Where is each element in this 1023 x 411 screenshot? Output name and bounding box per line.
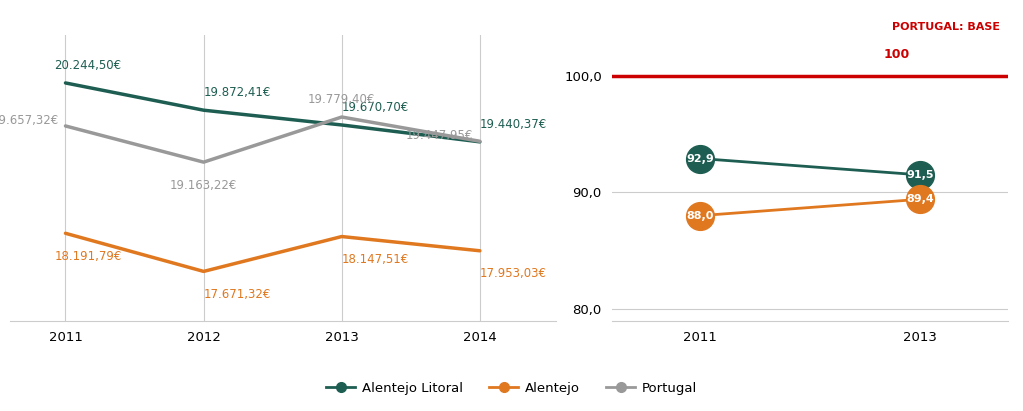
Text: 20.244,50€: 20.244,50€ — [54, 59, 122, 72]
Text: 100: 100 — [884, 48, 910, 61]
Text: 19.872,41€: 19.872,41€ — [204, 86, 271, 99]
Text: 17.953,03€: 17.953,03€ — [480, 268, 547, 280]
Text: 19.440,37€: 19.440,37€ — [480, 118, 547, 131]
Text: 91,5: 91,5 — [906, 170, 934, 180]
Text: 92,9: 92,9 — [686, 154, 714, 164]
Text: 89,4: 89,4 — [906, 194, 934, 204]
Text: 19.657,32€: 19.657,32€ — [0, 114, 58, 127]
Text: 19.163,22€: 19.163,22€ — [170, 179, 237, 192]
Legend: Alentejo Litoral, Alentejo, Portugal: Alentejo Litoral, Alentejo, Portugal — [321, 377, 702, 400]
Text: 17.671,32€: 17.671,32€ — [204, 288, 271, 301]
Text: PORTUGAL: BASE: PORTUGAL: BASE — [892, 22, 999, 32]
Text: 19.670,70€: 19.670,70€ — [342, 101, 409, 114]
Text: 88,0: 88,0 — [686, 211, 714, 221]
Text: 18.147,51€: 18.147,51€ — [342, 253, 409, 266]
Text: 19.447,95€: 19.447,95€ — [405, 129, 473, 142]
Text: 18.191,79€: 18.191,79€ — [54, 250, 122, 263]
Text: 19.779,40€: 19.779,40€ — [308, 93, 375, 106]
